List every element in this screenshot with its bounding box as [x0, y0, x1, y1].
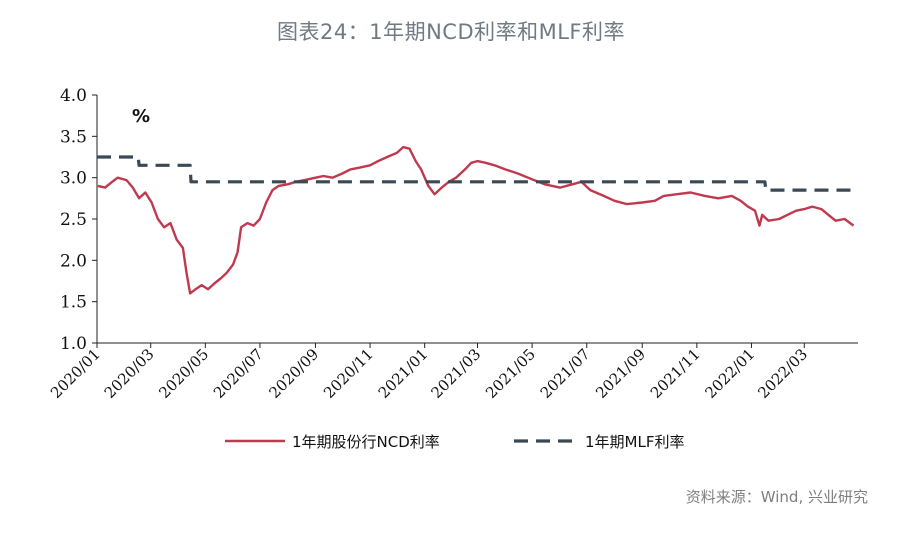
legend-label: 1年期股份行NCD利率: [292, 433, 440, 451]
y-tick-label: 2.0: [60, 251, 87, 271]
x-tick-label: 2020/09: [265, 345, 322, 402]
x-ticks: 2020/012020/032020/052020/072020/092020/…: [47, 343, 811, 402]
y-tick-label: 3.5: [60, 127, 87, 147]
y-tick-label: 1.5: [60, 293, 87, 313]
y-tick-label: 3.0: [60, 169, 87, 189]
source-note: 资料来源：Wind, 兴业研究: [685, 488, 868, 506]
series-layer: [97, 145, 858, 295]
legend: 1年期股份行NCD利率 1年期MLF利率: [225, 433, 684, 451]
x-tick-label: 2021/05: [482, 345, 539, 402]
x-tick-label: 2022/03: [754, 345, 811, 402]
ncd-rate-line: [97, 145, 855, 295]
x-tick-label: 2022/01: [701, 345, 758, 402]
y-tick-label: 1.0: [60, 334, 87, 354]
x-tick-label: 2021/01: [375, 345, 432, 402]
chart-axes: [96, 95, 858, 344]
x-tick-label: 2021/03: [428, 345, 485, 402]
y-unit-label: %: [132, 106, 150, 127]
x-tick-label: 2020/05: [155, 345, 212, 402]
x-tick-label: 2021/11: [647, 345, 704, 402]
x-tick-label: 2020/03: [101, 345, 158, 402]
y-ticks: 1.0 1.5 2.0 2.5 3.0 3.5 4.0: [60, 86, 97, 354]
legend-label: 1年期MLF利率: [585, 433, 684, 451]
chart-title: 图表24：1年期NCD利率和MLF利率: [276, 20, 626, 44]
y-tick-label: 2.5: [60, 210, 87, 230]
x-tick-label: 2021/07: [537, 345, 594, 402]
x-tick-label: 2020/07: [210, 345, 267, 402]
x-tick-label: 2020/11: [320, 345, 377, 402]
y-tick-label: 4.0: [60, 86, 87, 106]
x-tick-label: 2021/09: [592, 345, 649, 402]
